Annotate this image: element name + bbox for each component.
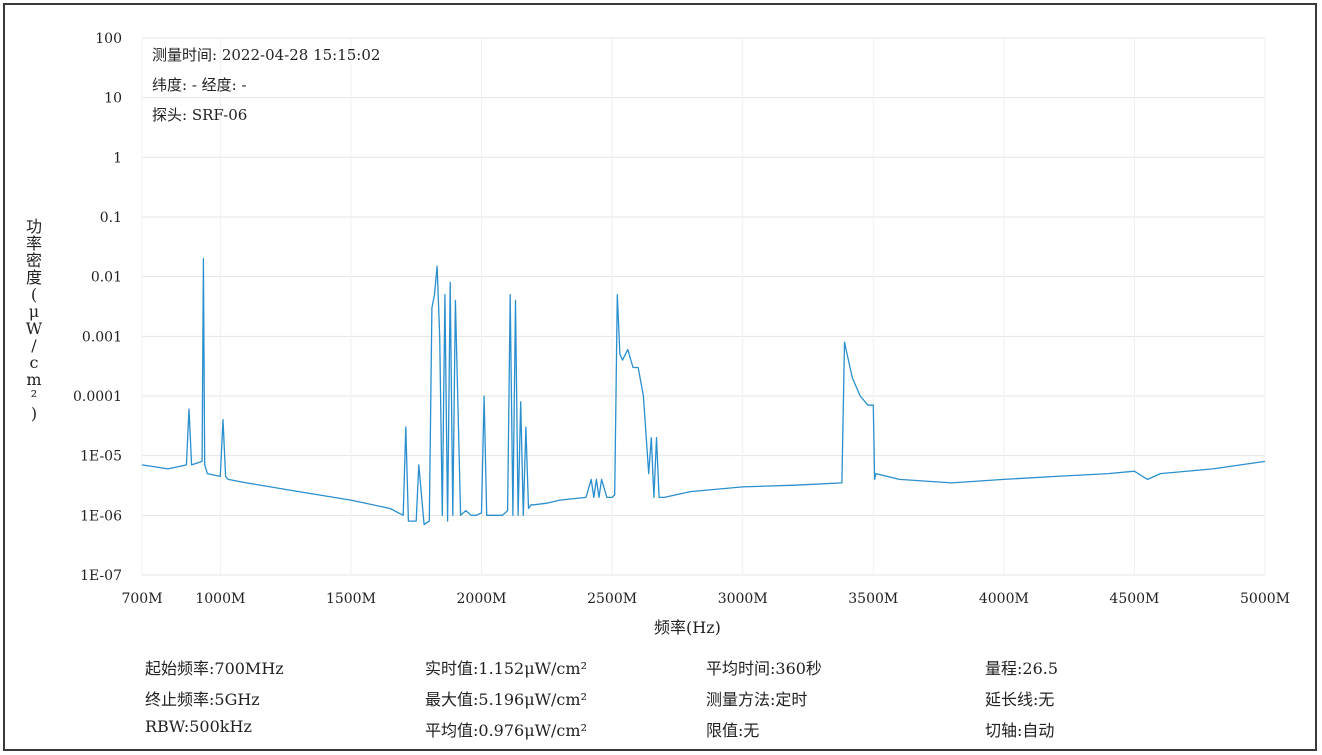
x-tick-label: 4500M bbox=[1109, 591, 1159, 607]
x-tick-label: 3000M bbox=[718, 591, 768, 607]
limit-value: 限值:无 bbox=[706, 721, 760, 740]
y-tick-label: 0.01 bbox=[91, 270, 122, 286]
axis-layer: 1E-07 1E-06 1E-05 0.0001 0.001 0.01 0.1 1 10 100 7… bbox=[73, 31, 1290, 607]
x-tick-label: 2000M bbox=[457, 591, 507, 607]
y-tick-label: 1E-05 bbox=[80, 449, 122, 465]
y-tick-label: 1E-06 bbox=[80, 508, 122, 524]
y-axis-label: 功率密度(μ W / c m ²) bbox=[25, 217, 43, 423]
measurement-time: 测量时间: 2022-04-28 15:15:02 bbox=[152, 46, 381, 64]
grid-layer bbox=[141, 37, 1266, 576]
y-tick-label: 0.0001 bbox=[73, 389, 122, 405]
start-frequency: 起始频率:700MHz bbox=[145, 659, 284, 678]
x-tick-label: 3500M bbox=[848, 591, 898, 607]
x-tick-label: 2500M bbox=[587, 591, 637, 607]
x-tick-label: 5000M bbox=[1240, 591, 1290, 607]
y-tick-label: 0.001 bbox=[82, 329, 122, 345]
average-value: 平均值:0.976μW/cm² bbox=[425, 721, 587, 740]
y-tick-label: 100 bbox=[95, 31, 122, 47]
chart-frame bbox=[3, 3, 1317, 751]
series-line bbox=[141, 258, 1266, 526]
extension-line: 延长线:无 bbox=[985, 690, 1055, 709]
x-tick-label: 4000M bbox=[979, 591, 1029, 607]
y-tick-label: 1E-07 bbox=[80, 568, 122, 584]
average-time: 平均时间:360秒 bbox=[706, 659, 822, 678]
y-tick-label: 0.1 bbox=[100, 210, 122, 226]
y-tick-label: 1 bbox=[113, 150, 122, 166]
realtime-value: 实时值:1.152μW/cm² bbox=[425, 659, 587, 678]
probe-name: 探头: SRF-06 bbox=[152, 106, 248, 124]
series-layer bbox=[141, 258, 1266, 526]
rbw: RBW:500kHz bbox=[145, 717, 252, 736]
cut-axis: 切轴:自动 bbox=[985, 721, 1055, 740]
x-tick-label: 700M bbox=[121, 591, 162, 607]
x-axis-label: 频率(Hz) bbox=[654, 618, 721, 637]
y-tick-label: 10 bbox=[104, 91, 122, 107]
range-value: 量程:26.5 bbox=[985, 659, 1059, 678]
stop-frequency: 终止频率:5GHz bbox=[145, 690, 260, 709]
geo-coordinates: 纬度: - 经度: - bbox=[152, 76, 247, 94]
x-tick-label: 1000M bbox=[195, 591, 245, 607]
measurement-method: 测量方法:定时 bbox=[706, 690, 808, 709]
maximum-value: 最大值:5.196μW/cm² bbox=[425, 690, 587, 709]
x-tick-label: 1500M bbox=[326, 591, 376, 607]
